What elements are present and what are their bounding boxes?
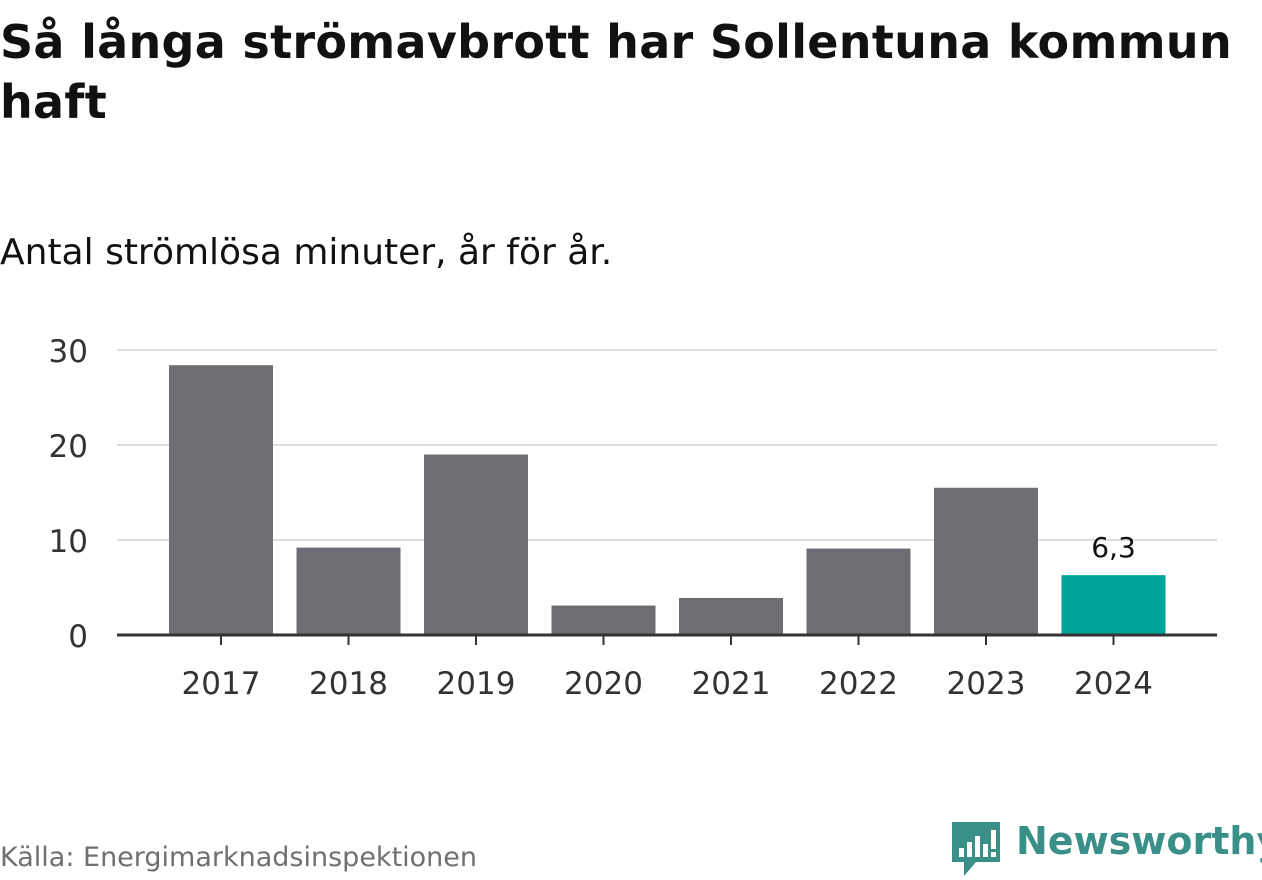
bar bbox=[296, 547, 401, 635]
bar bbox=[551, 605, 656, 635]
x-tick-label: 2021 bbox=[692, 666, 771, 702]
x-tick-label: 2019 bbox=[437, 666, 516, 702]
chart-subtitle: Antal strömlösa minuter, år för år. bbox=[0, 232, 613, 273]
x-tick-label: 2024 bbox=[1074, 666, 1153, 702]
x-tick-label: 2022 bbox=[819, 666, 898, 702]
y-tick-label: 0 bbox=[68, 619, 88, 655]
bar bbox=[1061, 575, 1166, 635]
y-tick-label: 10 bbox=[49, 524, 88, 560]
bar bbox=[169, 365, 273, 635]
chart-title: Så långa strömavbrott har Sollentuna kom… bbox=[0, 15, 1233, 129]
x-tick-label: 2017 bbox=[182, 666, 261, 702]
source-note: Källa: Energimarknadsinspektionen bbox=[0, 842, 478, 873]
bar bbox=[424, 454, 528, 635]
y-tick-label: 30 bbox=[49, 334, 88, 370]
y-tick-label: 20 bbox=[49, 429, 88, 465]
bar bbox=[806, 548, 911, 635]
newsworthy-chart-bubble-icon bbox=[952, 822, 1000, 876]
bar bbox=[679, 597, 783, 635]
x-tick-label: 2018 bbox=[309, 666, 388, 702]
brand-logo: Newsworthy bbox=[950, 818, 1262, 880]
x-tick-label: 2023 bbox=[947, 666, 1026, 702]
x-tick-label: 2020 bbox=[564, 666, 643, 702]
data-label: 6,3 bbox=[1091, 531, 1136, 564]
brand-name: Newsworthy bbox=[1016, 819, 1262, 863]
bar bbox=[934, 487, 1038, 635]
